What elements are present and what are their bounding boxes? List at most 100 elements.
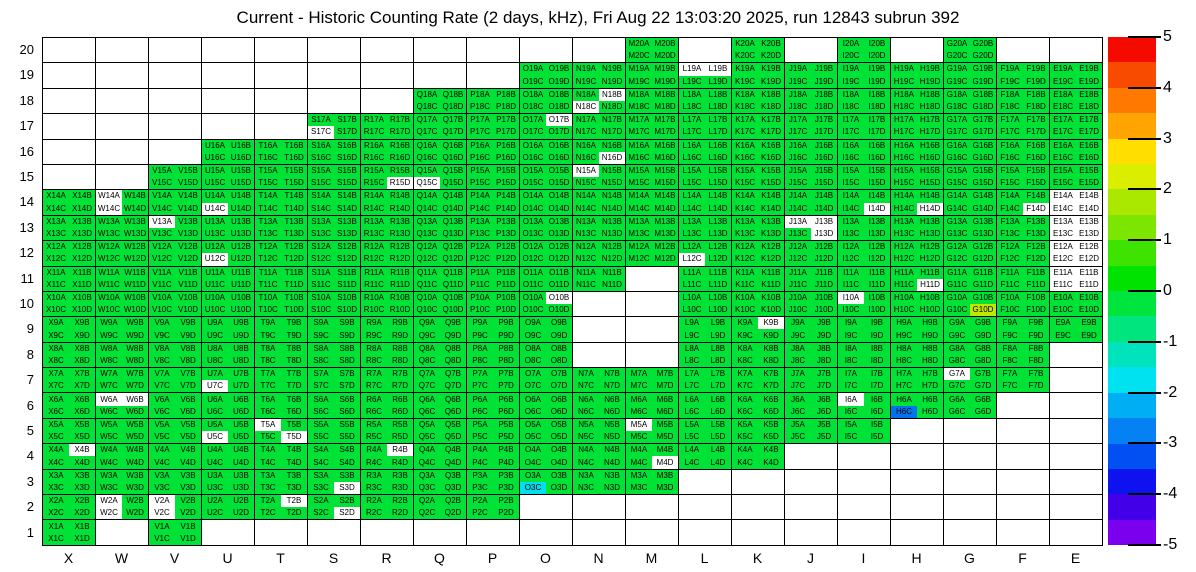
cell-M11 [626, 266, 679, 292]
cell-quadrant-J6A: J6A [785, 393, 811, 406]
cell-L13: L13A L13B L13C L13D [679, 215, 732, 242]
cell-quadrant-L19A: L19A [679, 63, 705, 76]
cell-quadrant-N13D: N13D [599, 227, 625, 241]
cell-quadrant-E19C: E19C [1050, 75, 1076, 88]
cell-quadrant-W3B: W3B [122, 469, 148, 482]
cell-T19 [255, 63, 308, 89]
cell-quadrant-N15B: N15B [599, 164, 625, 178]
cell-quadrant-N19B: N19B [599, 63, 625, 76]
cell-T16: T16A T16B T16C T16D [255, 139, 308, 165]
cell-quadrant-L8B: L8B [705, 342, 731, 355]
cell-P10: P10A P10B P10C P10D [467, 291, 520, 318]
cell-quadrant-E14B: E14B [1076, 190, 1102, 203]
cell-quadrant-O10B: O10B [546, 291, 572, 305]
cell-quadrant-S13B: S13B [334, 215, 360, 228]
cell-quadrant-P16C: P16C [467, 151, 493, 164]
cell-quadrant-T15C: T15C [255, 177, 281, 190]
cell-quadrant-G13D: G13D [970, 227, 996, 241]
cell-quadrant-H16A: H16A [891, 139, 917, 152]
cell-quadrant-G12A: G12A [944, 241, 970, 254]
cell-quadrant-N16D: N16D [599, 151, 625, 164]
cell-quadrant-S8B: S8B [334, 342, 360, 355]
cell-quadrant-G10D: G10D [970, 304, 996, 317]
cell-quadrant-I8D: I8D [864, 354, 890, 368]
cell-quadrant-J7D: J7D [811, 380, 837, 393]
cell-K3 [732, 469, 785, 496]
cell-quadrant-L4C: L4C [679, 456, 705, 469]
cell-quadrant-E16D: E16D [1076, 151, 1102, 164]
cell-L4: L4A L4B L4C L4D [679, 444, 732, 470]
cell-quadrant-P17A: P17A [467, 114, 493, 127]
cell-R11: R11A R11B R11C R11D [361, 266, 414, 292]
cell-quadrant-M19B: M19B [652, 63, 678, 76]
cell-quadrant-M16A: M16A [626, 139, 652, 152]
cell-quadrant-G10B: G10B [970, 291, 996, 305]
cell-J9: J9A J9B J9C J9D [785, 317, 838, 343]
cell-quadrant-N11A: N11A [573, 266, 599, 279]
cell-quadrant-Q11D: Q11D [440, 278, 466, 291]
cell-quadrant-J19C: J19C [785, 75, 811, 88]
cell-quadrant-L10A: L10A [679, 291, 705, 305]
cell-quadrant-S5A: S5A [308, 418, 334, 432]
cell-H6: H6A H6B H6C H6D [891, 393, 944, 419]
cell-F20 [997, 38, 1050, 64]
cell-N16: N16A N16B N16C N16D [573, 139, 626, 165]
cell-quadrant-F10D: F10D [1023, 304, 1049, 317]
cell-quadrant-W11D: W11D [122, 278, 148, 291]
colorbar-tick-4 [1128, 86, 1161, 89]
cell-quadrant-G7D: G7D [970, 380, 996, 393]
cell-quadrant-E10C: E10C [1050, 304, 1076, 317]
cell-quadrant-E18B: E18B [1076, 88, 1102, 101]
cell-quadrant-R4C: R4C [361, 456, 387, 469]
cell-quadrant-Q5B: Q5B [440, 418, 466, 432]
cell-quadrant-P12A: P12A [467, 241, 493, 254]
cell-quadrant-K13B: K13B [758, 215, 784, 228]
cell-quadrant-H17B: H17B [917, 114, 943, 127]
cell-quadrant-L4B: L4B [705, 444, 731, 457]
cell-quadrant-W7B: W7B [122, 368, 148, 381]
cell-quadrant-K19C: K19C [732, 75, 758, 88]
cell-quadrant-W3D: W3D [122, 481, 148, 495]
cell-quadrant-K15D: K15D [758, 177, 784, 190]
cell-quadrant-G11A: G11A [944, 266, 970, 279]
cell-quadrant-H19B: H19B [917, 63, 943, 76]
cell-quadrant-I7A: I7A [838, 368, 864, 381]
cell-quadrant-K10D: K10D [758, 304, 784, 317]
cell-quadrant-U16D: U16D [228, 151, 254, 164]
x-tick-label-E: E [1070, 550, 1081, 566]
cell-quadrant-H18D: H18D [917, 100, 943, 114]
cell-quadrant-G10C: G10C [944, 304, 970, 317]
cell-J7: J7A J7B J7C J7D [785, 368, 838, 394]
cell-quadrant-Q11C: Q11C [414, 278, 440, 291]
cell-quadrant-R17C: R17C [361, 126, 387, 139]
cell-X19 [43, 63, 96, 89]
cell-quadrant-R13A: R13A [361, 215, 387, 228]
cell-quadrant-U16A: U16A [202, 139, 228, 152]
cell-quadrant-R7C: R7C [361, 380, 387, 393]
cell-quadrant-H16B: H16B [917, 139, 943, 152]
cell-quadrant-X9B: X9B [69, 317, 95, 330]
cell-quadrant-I5A: I5A [838, 418, 864, 432]
cell-P12: P12A P12B P12C P12D [467, 241, 520, 267]
cell-quadrant-I18D: I18D [864, 100, 890, 114]
cell-quadrant-M13C: M13C [626, 227, 652, 241]
cell-E11: E11A E11B E11C E11D [1050, 266, 1103, 292]
cell-J12: J12A J12B J12C J12D [785, 241, 838, 267]
x-tick-label-L: L [700, 550, 709, 566]
cell-quadrant-K14B: K14B [758, 190, 784, 203]
cell-quadrant-U11A: U11A [202, 266, 228, 279]
cell-quadrant-S9D: S9D [334, 329, 360, 342]
cell-quadrant-J13A: J13A [785, 215, 811, 228]
cell-quadrant-W8A: W8A [96, 342, 122, 355]
cell-quadrant-P13C: P13C [467, 227, 493, 241]
cell-quadrant-F10C: F10C [997, 304, 1023, 317]
cell-quadrant-F17D: F17D [1023, 126, 1049, 139]
cell-quadrant-J16D: J16D [811, 151, 837, 164]
cell-T8: T8A T8B T8C T8D [255, 342, 308, 369]
cell-quadrant-V6B: V6B [175, 393, 201, 406]
cell-quadrant-E19B: E19B [1076, 63, 1102, 76]
cell-F14: F14A F14B F14C F14D [997, 190, 1050, 216]
cell-quadrant-L14B: L14B [705, 190, 731, 203]
cell-quadrant-X2D: X2D [69, 507, 95, 520]
cell-quadrant-G14B: G14B [970, 190, 996, 203]
